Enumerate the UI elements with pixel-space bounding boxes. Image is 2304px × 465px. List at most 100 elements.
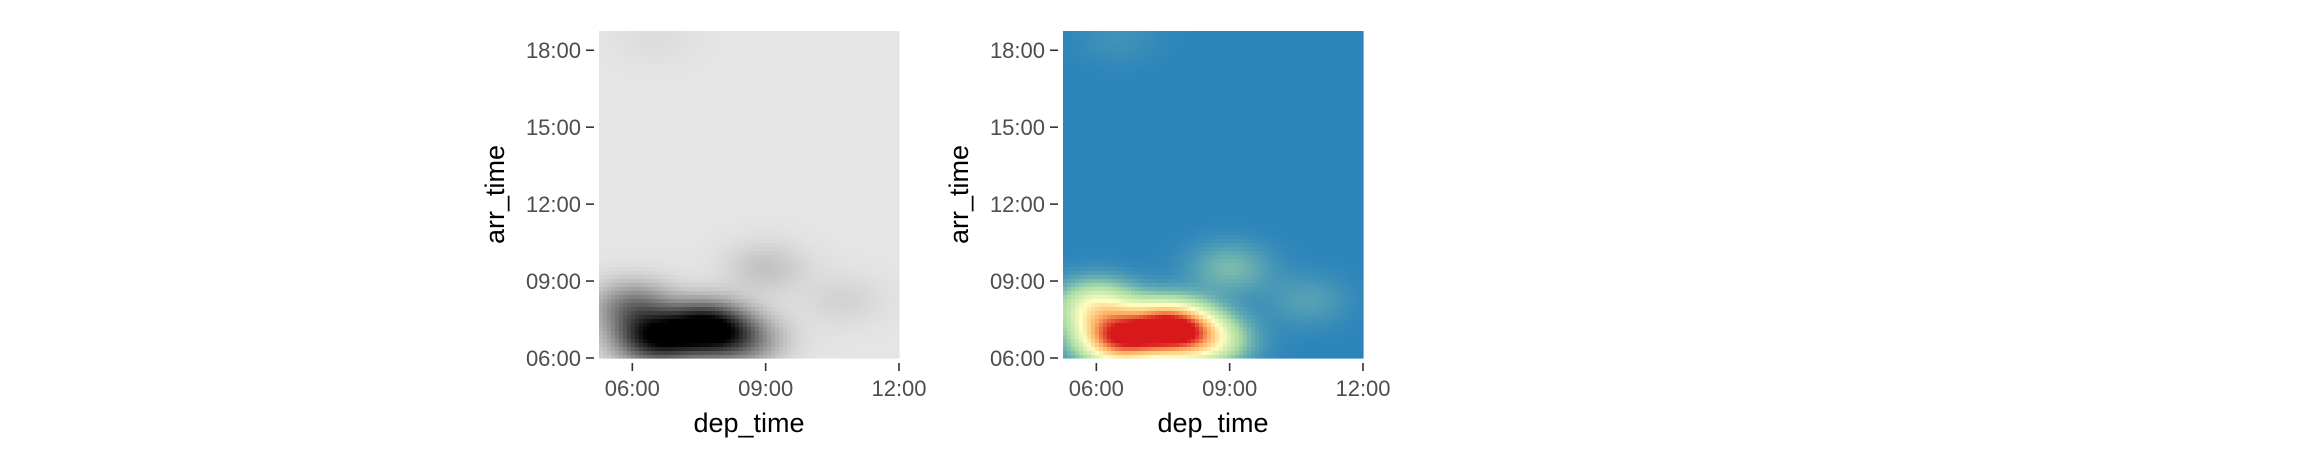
density-cell	[635, 115, 640, 120]
density-cell	[839, 199, 844, 204]
density-cell	[779, 231, 784, 236]
density-cell	[875, 259, 880, 264]
density-cell	[611, 39, 616, 44]
density-cell	[731, 71, 736, 76]
density-cell	[807, 203, 812, 208]
density-cell	[863, 99, 868, 104]
density-cell	[639, 175, 644, 180]
density-cell	[751, 99, 756, 104]
density-cell	[643, 111, 648, 116]
density-cell	[635, 99, 640, 104]
density-cell	[759, 239, 764, 244]
density-cell	[803, 263, 808, 268]
density-cell	[859, 59, 864, 64]
density-cell	[687, 235, 692, 240]
density-cell	[639, 63, 644, 68]
density-cell	[843, 115, 848, 120]
density-cell	[823, 111, 828, 116]
density-cell	[859, 235, 864, 240]
density-cell	[675, 255, 680, 260]
density-cell	[727, 199, 732, 204]
density-cell	[599, 291, 604, 296]
density-cell	[819, 95, 824, 100]
density-cell	[863, 263, 868, 268]
density-cell	[783, 147, 788, 152]
density-cell	[803, 111, 808, 116]
density-cell	[847, 103, 852, 108]
density-cell	[639, 191, 644, 196]
density-cell	[823, 75, 828, 80]
density-cell	[771, 55, 776, 60]
density-cell	[895, 219, 900, 224]
density-cell	[603, 283, 608, 288]
density-cell	[759, 111, 764, 116]
density-cell	[651, 211, 656, 216]
density-cell	[767, 159, 772, 164]
density-cell	[803, 91, 808, 96]
density-cell	[895, 131, 900, 136]
density-cell	[839, 59, 844, 64]
density-cell	[775, 263, 780, 268]
density-cell	[867, 163, 872, 168]
density-cell	[755, 99, 760, 104]
density-cell	[603, 159, 608, 164]
density-cell	[635, 287, 640, 292]
density-cell	[863, 235, 868, 240]
density-cell	[679, 207, 684, 212]
density-cell	[763, 147, 768, 152]
density-cell	[879, 279, 884, 284]
density-cell	[747, 243, 752, 248]
density-cell	[843, 267, 848, 272]
density-cell	[611, 255, 616, 260]
density-cell	[767, 87, 772, 92]
density-cell	[599, 151, 604, 156]
density-cell	[819, 215, 824, 220]
density-cell	[735, 55, 740, 60]
density-cell	[651, 167, 656, 172]
density-cell	[767, 83, 772, 88]
density-cell	[775, 183, 780, 188]
density-cell	[871, 143, 876, 148]
density-cell	[815, 215, 820, 220]
density-cell	[695, 63, 700, 68]
density-cell	[731, 39, 736, 44]
density-cell	[615, 175, 620, 180]
density-cell	[711, 59, 716, 64]
density-cell	[711, 251, 716, 256]
density-cell	[687, 111, 692, 116]
density-cell	[795, 107, 800, 112]
density-cell	[671, 199, 676, 204]
density-cell	[755, 219, 760, 224]
density-cell	[723, 111, 728, 116]
density-cell	[703, 99, 708, 104]
density-cell	[811, 47, 816, 52]
density-cell	[879, 263, 884, 268]
density-cell	[875, 291, 880, 296]
density-cell	[691, 287, 696, 292]
density-cell	[767, 251, 772, 256]
density-cell	[599, 287, 604, 292]
density-cell	[807, 227, 812, 232]
density-cell	[831, 227, 836, 232]
density-cell	[855, 179, 860, 184]
density-cell	[751, 31, 756, 36]
density-cell	[855, 291, 860, 296]
density-cell	[791, 203, 796, 208]
density-cell	[703, 79, 708, 84]
density-cell	[723, 127, 728, 132]
density-cell	[619, 43, 624, 48]
density-cell	[659, 163, 664, 168]
density-cell	[823, 47, 828, 52]
density-cell	[715, 227, 720, 232]
density-cell	[627, 95, 632, 100]
density-cell	[683, 163, 688, 168]
density-cell	[875, 255, 880, 260]
density-cell	[611, 87, 616, 92]
density-cell	[735, 111, 740, 116]
density-cell	[795, 251, 800, 256]
density-cell	[703, 71, 708, 76]
density-cell	[663, 47, 668, 52]
density-cell	[831, 179, 836, 184]
density-cell	[691, 59, 696, 64]
density-cell	[599, 127, 604, 132]
